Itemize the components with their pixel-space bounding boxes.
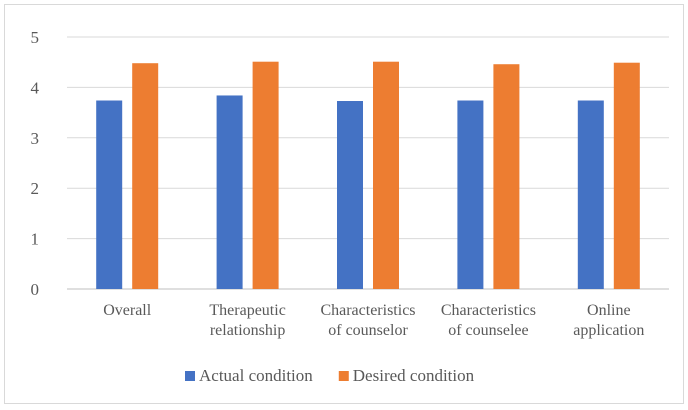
bar-actual-3 [457, 100, 484, 289]
x-tick-label: Online application [573, 302, 644, 339]
y-tick-label: 4 [31, 78, 40, 97]
y-axis-tick-labels: 0 1 2 3 4 5 [31, 28, 40, 299]
legend-swatch-actual [185, 371, 195, 381]
x-tick-label: Overall [103, 302, 152, 319]
chart-frame: 0 1 2 3 4 5 Overall Therapeutic relationship Cha… [4, 4, 684, 404]
bar-actual-0 [96, 100, 123, 289]
y-tick-label: 3 [31, 129, 40, 148]
bar-desired-3 [493, 64, 520, 289]
bar-chart: 0 1 2 3 4 5 Overall Therapeutic relationship Cha… [31, 28, 669, 385]
bar-desired-4 [613, 62, 640, 290]
x-tick-label: Characteristics of counselee [441, 302, 536, 339]
y-tick-label: 1 [31, 230, 40, 249]
bar-desired-1 [252, 61, 279, 289]
bars [96, 61, 640, 290]
bar-actual-4 [577, 100, 604, 289]
x-tick-label: Characteristics of counselor [320, 302, 415, 339]
bar-actual-1 [216, 95, 243, 290]
legend-label-actual: Actual condition [199, 366, 313, 385]
x-axis-tick-labels: Overall Therapeutic relationship Characteri… [103, 302, 644, 339]
legend: Actual condition Desired condition [185, 366, 475, 385]
y-tick-label: 2 [31, 179, 40, 198]
bar-desired-0 [132, 63, 159, 289]
gridlines [67, 36, 669, 290]
legend-label-desired: Desired condition [353, 366, 475, 385]
bar-desired-2 [373, 61, 399, 289]
bar-actual-2 [337, 101, 363, 290]
y-tick-label: 5 [31, 28, 40, 47]
y-tick-label: 0 [31, 280, 40, 299]
x-tick-label: Therapeutic relationship [209, 302, 285, 339]
legend-swatch-desired [338, 371, 349, 381]
